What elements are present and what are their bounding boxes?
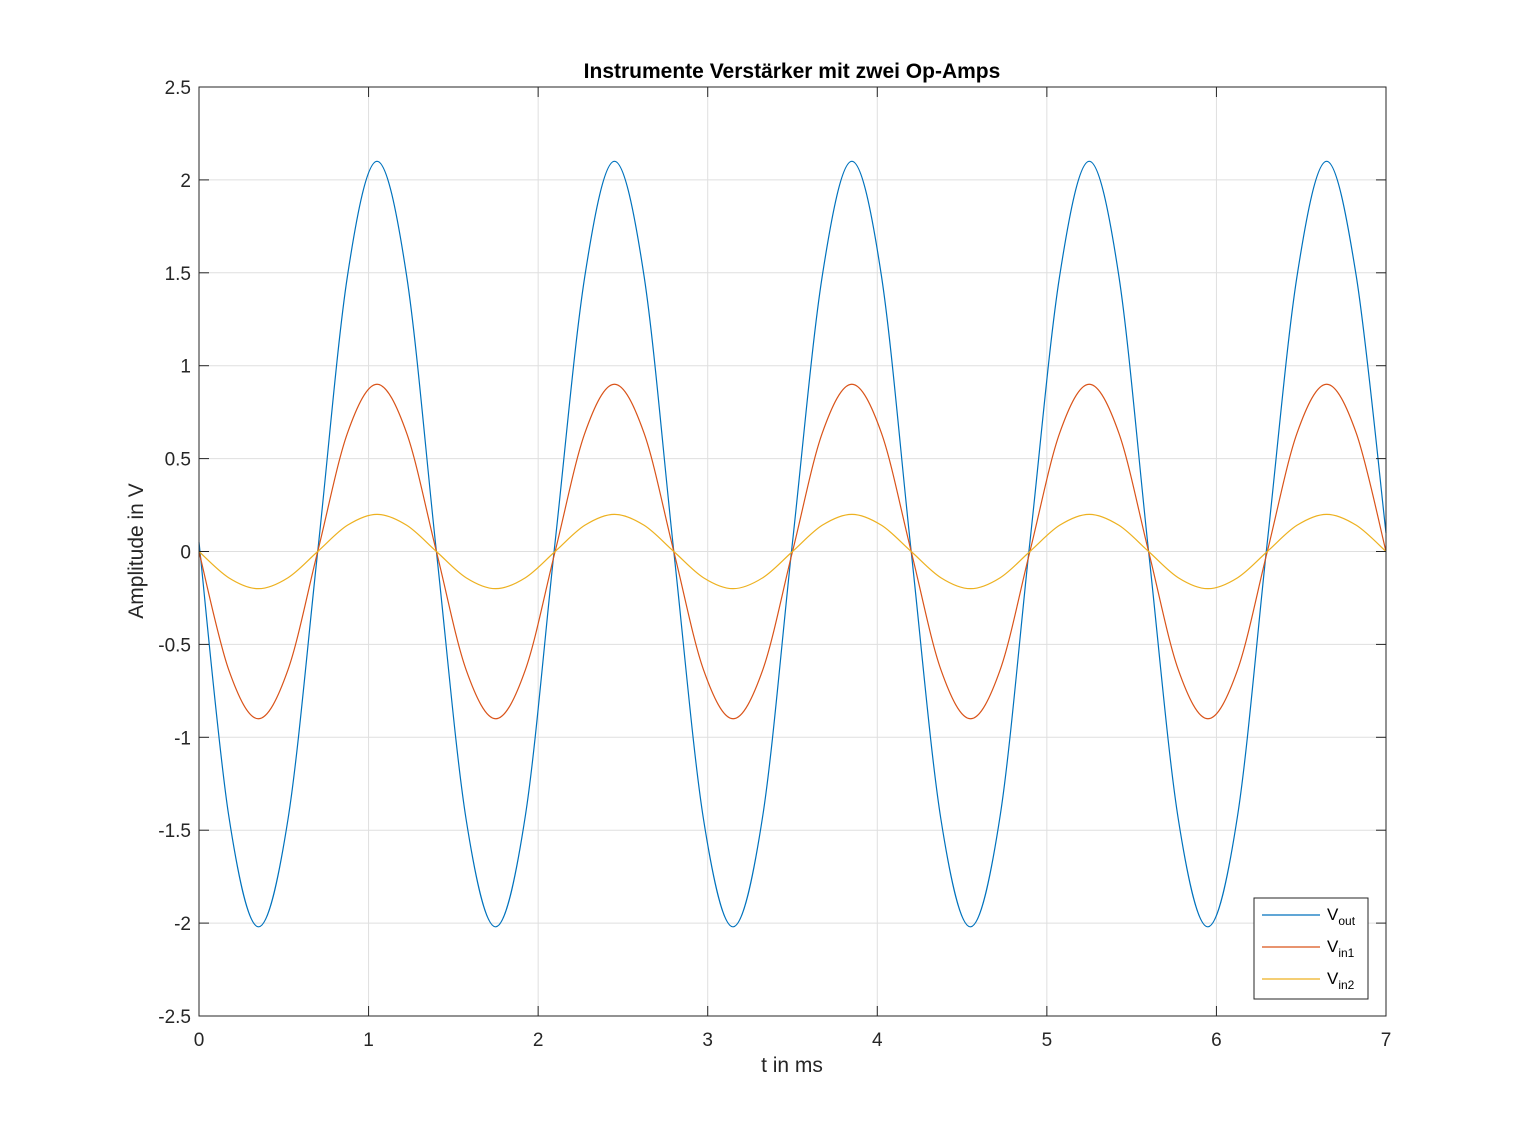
y-tick-label: 0.5: [165, 450, 191, 471]
y-tick-label: -1: [174, 728, 191, 749]
y-axis-label: Amplitude in V: [125, 483, 148, 618]
chart-title: Instrumente Verstärker mit zwei Op-Amps: [584, 60, 1001, 83]
legend-label-subscript: in1: [1338, 946, 1354, 960]
x-tick-label: 4: [872, 1030, 883, 1051]
x-tick-label: 5: [1042, 1030, 1053, 1051]
x-tick-label: 1: [363, 1030, 374, 1051]
x-ticks: 0 1 2 3 4 5 6 7: [194, 87, 1392, 1051]
y-tick-label: -2.5: [158, 1007, 191, 1028]
series-layer: [198, 160, 1387, 928]
x-tick-label: 6: [1211, 1030, 1222, 1051]
x-tick-label: 2: [533, 1030, 544, 1051]
y-tick-label: 0: [180, 543, 191, 564]
y-ticks: 2.5 2 1.5 1 0.5 0 -0.5 -1 -1.5 -2 -2.5: [158, 78, 1386, 1028]
y-tick-label: 2: [180, 171, 191, 192]
y-tick-label: -1.5: [158, 821, 191, 842]
series-line-v-out: [198, 160, 1387, 928]
x-axis-label: t in ms: [761, 1054, 823, 1077]
x-tick-label: 0: [194, 1030, 205, 1051]
y-tick-label: 1.5: [165, 264, 191, 285]
legend-label-subscript: out: [1338, 914, 1355, 928]
series-line-v-in2: [198, 513, 1387, 590]
y-tick-label: -2: [174, 914, 191, 935]
y-tick-label: -0.5: [158, 635, 191, 656]
legend-label-subscript: in2: [1338, 978, 1354, 992]
x-tick-label: 7: [1381, 1030, 1392, 1051]
y-tick-label: 2.5: [165, 78, 191, 99]
y-tick-label: 1: [180, 357, 191, 378]
x-tick-label: 3: [702, 1030, 713, 1051]
